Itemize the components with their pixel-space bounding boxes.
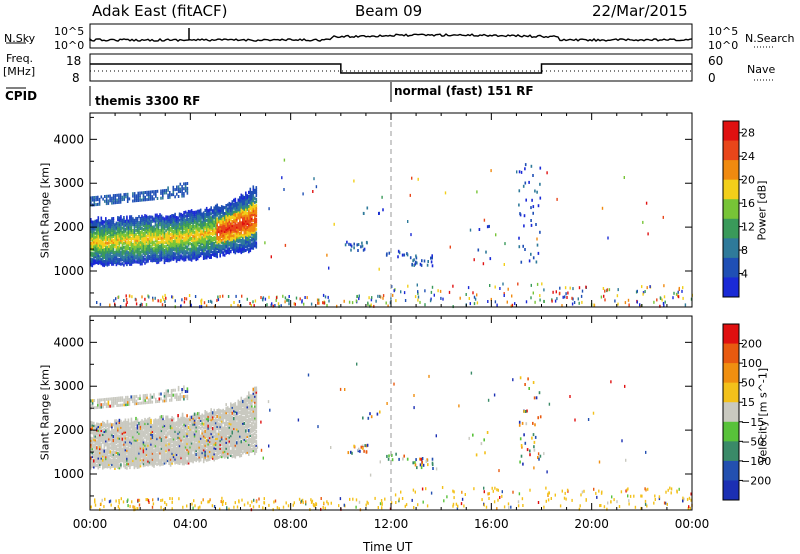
power-colorbar-swatch	[723, 160, 739, 181]
beam-title: Beam 09	[355, 2, 423, 20]
power-colorbar-tick-label: 28	[741, 127, 755, 140]
velocity-colorbar-tick-label: −50	[741, 435, 764, 448]
nave-label: Nave	[747, 63, 776, 76]
x-tick-label: 04:00	[173, 517, 208, 531]
date-title: 22/Mar/2015	[592, 2, 688, 20]
x-tick-label: 00:00	[675, 517, 710, 531]
power-colorbar-swatch	[723, 140, 739, 161]
freq-unit-label: [MHz]	[3, 65, 36, 78]
power-colorbar-tick-label: 20	[741, 174, 755, 187]
freq-panel-frame	[89, 53, 693, 82]
power-ytick-label: 1000	[53, 264, 84, 278]
velocity-colorbar-frame	[722, 323, 740, 501]
power-colorbar-tick-label: 12	[741, 221, 755, 234]
freq-line	[90, 63, 692, 74]
noise-panel-frame	[89, 23, 693, 49]
power-colorbar-swatch	[723, 218, 739, 239]
cpid-segment-2: normal (fast) 151 RF	[394, 84, 534, 98]
velocity-cells	[90, 362, 693, 512]
power-ytick-label: 4000	[53, 132, 84, 146]
x-tick-label: 12:00	[374, 517, 409, 531]
freq-tick-8: 8	[72, 71, 80, 85]
power-colorbar-tick-label: 8	[741, 244, 748, 257]
velocity-ytick-label: 4000	[53, 335, 84, 349]
power-colorbar-frame	[722, 120, 740, 298]
velocity-colorbar-swatch	[723, 460, 739, 481]
velocity-ytick-label: 3000	[53, 379, 84, 393]
power-colorbar-tick-label: 16	[741, 197, 755, 210]
velocity-colorbar-swatch	[723, 382, 739, 403]
velocity-colorbar-swatch	[723, 324, 739, 345]
velocity-colorbar-swatch	[723, 480, 739, 501]
nave-tick-0: 0	[708, 71, 716, 85]
velocity-ytick-label: 2000	[53, 423, 84, 437]
cpid-label: CPID	[5, 89, 38, 103]
velocity-colorbar-tick-label: −200	[741, 474, 771, 487]
velocity-colorbar-tick-label: 50	[741, 377, 755, 390]
radar-title: Adak East (fitACF)	[92, 2, 228, 20]
cpid-segment-1: themis 3300 RF	[95, 94, 201, 108]
velocity-colorbar-swatch	[723, 421, 739, 442]
x-axis-title: Time UT	[363, 540, 413, 554]
velocity-colorbar-tick-label: 200	[741, 338, 762, 351]
power-colorbar-tick-label: 4	[741, 268, 748, 281]
nave-tick-60: 60	[708, 54, 724, 68]
velocity-colorbar-tick-label: −15	[741, 416, 764, 429]
freq-tick-18: 18	[66, 54, 82, 68]
x-tick-label: 00:00	[73, 517, 108, 531]
power-colorbar-swatch	[723, 199, 739, 220]
velocity-colorbar-swatch	[723, 402, 739, 423]
velocity-colorbar-tick-label: 100	[741, 357, 762, 370]
power-colorbar-swatch	[723, 238, 739, 259]
x-tick-label: 08:00	[273, 517, 308, 531]
x-tick-label: 20:00	[574, 517, 609, 531]
nsearch-label: N.Search	[745, 32, 795, 45]
power-ytick-label: 2000	[53, 220, 84, 234]
nsky-line	[89, 33, 693, 43]
noise-tick-top-right: 10^5	[708, 25, 739, 38]
velocity-colorbar-tick-label: −100	[741, 455, 771, 468]
noise-tick-bottom-left: 10^0	[54, 39, 85, 52]
velocity-colorbar-swatch	[723, 343, 739, 364]
velocity-colorbar-tick-label: 15	[741, 396, 755, 409]
power-colorbar-swatch	[723, 257, 739, 278]
power-colorbar-swatch	[723, 179, 739, 200]
power-colorbar-tick-label: 24	[741, 150, 755, 163]
power-cells	[90, 158, 693, 309]
power-colorbar-swatch	[723, 277, 739, 298]
power-colorbar-swatch	[723, 121, 739, 142]
nsky-label: N.Sky	[4, 32, 36, 45]
velocity-colorbar-swatch	[723, 441, 739, 462]
x-tick-label: 16:00	[474, 517, 509, 531]
noise-tick-top-left: 10^5	[54, 25, 85, 38]
power-ytick-label: 3000	[53, 176, 84, 190]
velocity-ytick-label: 1000	[53, 467, 84, 481]
noise-tick-bottom-right: 10^0	[708, 39, 739, 52]
freq-label: Freq.	[6, 52, 34, 65]
velocity-colorbar-swatch	[723, 363, 739, 384]
